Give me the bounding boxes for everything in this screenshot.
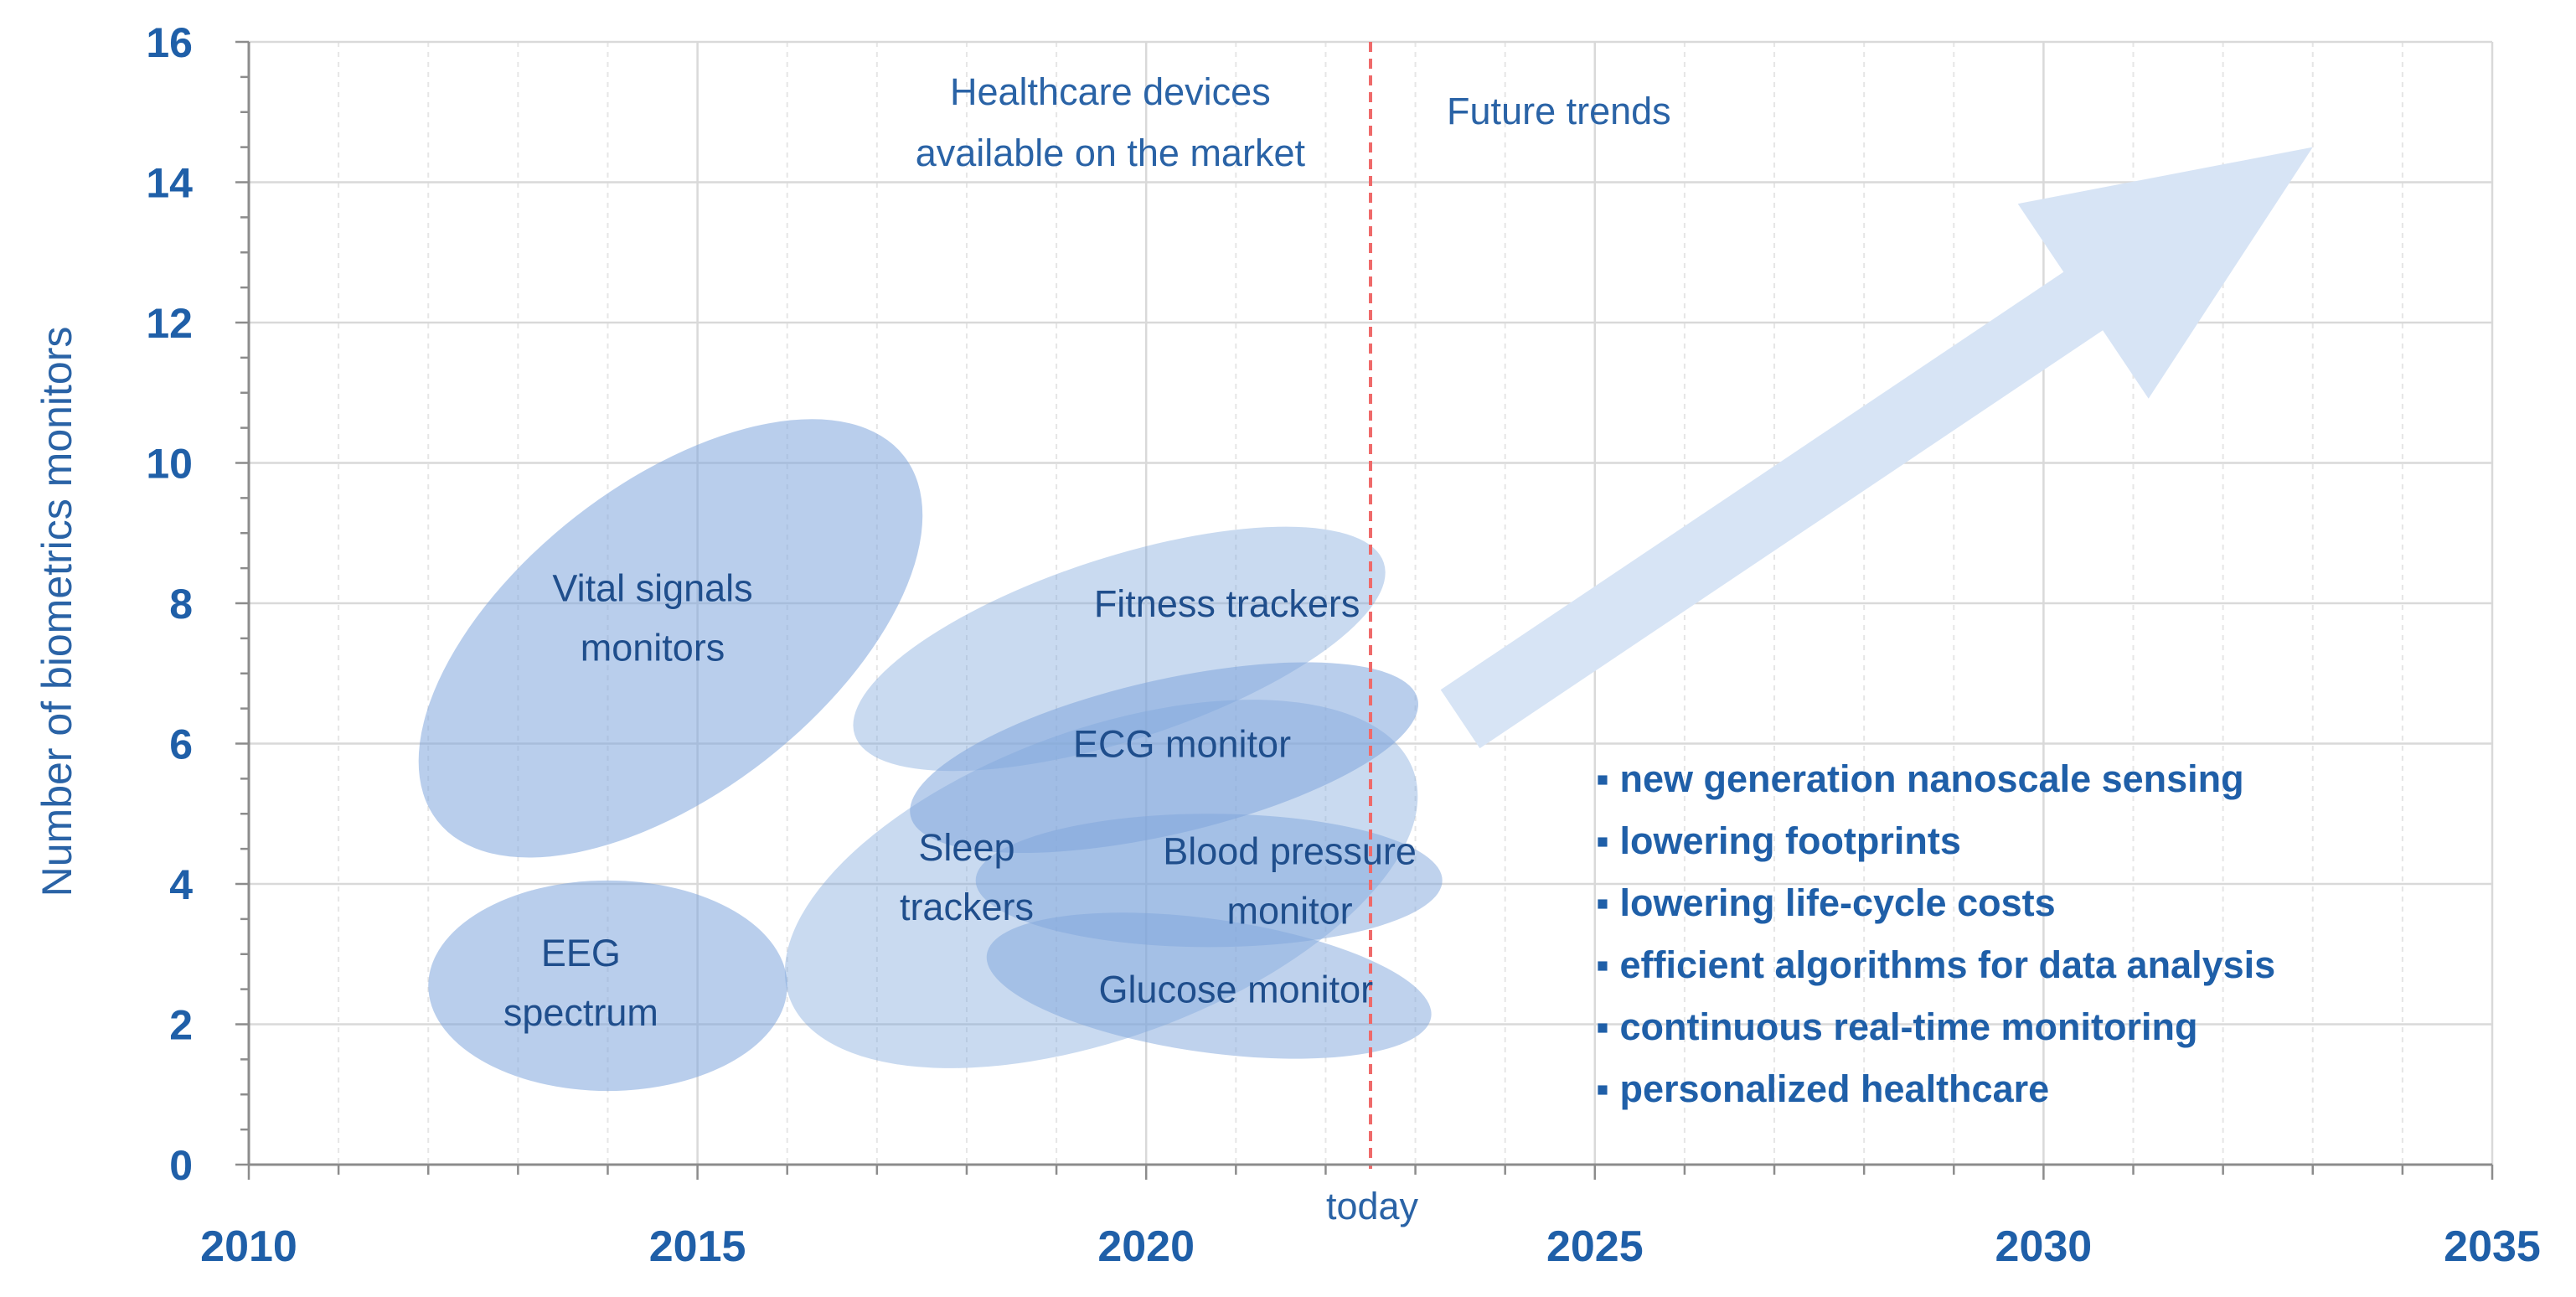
y-tick-label: 12 bbox=[146, 300, 193, 347]
x-tick-label: 2020 bbox=[1097, 1222, 1195, 1271]
future-trend-item: ▪ lowering footprints bbox=[1596, 819, 1961, 862]
axes bbox=[235, 40, 2494, 1180]
region-label: Vital signals bbox=[552, 566, 752, 609]
region-label: Glucose monitor bbox=[1098, 969, 1373, 1011]
header-market-devices: Healthcare devices bbox=[950, 70, 1271, 113]
y-tick-label: 6 bbox=[169, 721, 193, 768]
region-label: Sleep bbox=[918, 826, 1014, 869]
device-regions bbox=[418, 419, 1443, 1092]
y-tick-label: 10 bbox=[146, 441, 193, 488]
region-label: Blood pressure bbox=[1163, 829, 1417, 872]
region-label: monitor bbox=[1227, 889, 1353, 932]
trend-arrow bbox=[1440, 147, 2313, 749]
region-ellipse-4 bbox=[853, 526, 1386, 772]
header-market-devices: available on the market bbox=[916, 132, 1306, 174]
future-trend-item: ▪ efficient algorithms for data analysis bbox=[1596, 943, 2275, 986]
x-tick-label: 2015 bbox=[649, 1222, 746, 1271]
y-tick-label: 4 bbox=[169, 861, 193, 908]
region-ellipse-5 bbox=[910, 662, 1419, 854]
region-label: spectrum bbox=[503, 991, 658, 1034]
future-trend-item: ▪ personalized healthcare bbox=[1596, 1067, 2049, 1110]
region-label: EEG bbox=[541, 932, 621, 974]
labels: 0 2 4 6 8 10 12 14 16 2010 2015 2020 2025 2030 2035 Num… bbox=[34, 19, 2541, 1271]
x-tick-label: 2025 bbox=[1546, 1222, 1644, 1271]
region-label: monitors bbox=[581, 626, 725, 669]
trend-arrow-group bbox=[1440, 147, 2313, 749]
x-tick-label: 2030 bbox=[1995, 1222, 2093, 1271]
y-axis-title: Number of biometrics monitors bbox=[34, 327, 80, 897]
y-tick-label: 16 bbox=[146, 19, 193, 66]
y-tick-label: 8 bbox=[169, 581, 193, 628]
y-tick-label: 0 bbox=[169, 1142, 193, 1189]
x-tick-label: 2035 bbox=[2444, 1222, 2541, 1271]
y-tick-label: 2 bbox=[169, 1002, 193, 1049]
header-future-trends: Future trends bbox=[1447, 90, 1671, 132]
future-trend-item: ▪ new generation nanoscale sensing bbox=[1596, 757, 2244, 800]
region-label: Fitness trackers bbox=[1094, 582, 1360, 625]
region-ellipse-2 bbox=[428, 880, 787, 1092]
y-tick-label: 14 bbox=[146, 160, 193, 207]
region-ellipse-1 bbox=[418, 419, 923, 858]
future-trend-item: ▪ lowering life-cycle costs bbox=[1596, 881, 2056, 924]
future-trend-item: ▪ continuous real-time monitoring bbox=[1596, 1005, 2197, 1048]
today-label: today bbox=[1326, 1185, 1419, 1227]
region-ellipse-7 bbox=[986, 912, 1432, 1059]
region-label: ECG monitor bbox=[1073, 723, 1291, 766]
region-label: trackers bbox=[900, 886, 1034, 928]
x-tick-label: 2010 bbox=[200, 1222, 297, 1271]
